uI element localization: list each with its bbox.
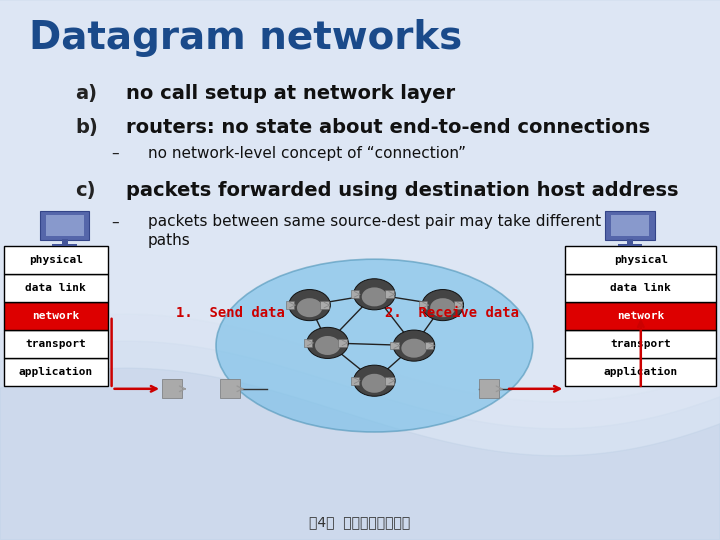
Bar xyxy=(479,379,499,398)
Bar xyxy=(53,244,77,246)
Circle shape xyxy=(354,279,395,310)
Text: –: – xyxy=(112,214,120,230)
Bar xyxy=(611,215,649,236)
Bar xyxy=(61,239,68,245)
Circle shape xyxy=(315,336,341,355)
Bar xyxy=(385,377,394,384)
Bar xyxy=(618,244,642,246)
Circle shape xyxy=(307,327,348,359)
Bar xyxy=(351,291,359,298)
Text: network: network xyxy=(32,311,79,321)
Text: Datagram networks: Datagram networks xyxy=(29,19,462,57)
Text: no network-level concept of “connection”: no network-level concept of “connection” xyxy=(148,146,466,161)
Text: packets forwarded using destination host address: packets forwarded using destination host… xyxy=(126,181,678,200)
Text: data link: data link xyxy=(25,283,86,293)
Circle shape xyxy=(289,289,330,321)
Bar xyxy=(4,274,108,302)
Bar xyxy=(4,302,108,330)
Circle shape xyxy=(393,330,435,361)
Circle shape xyxy=(430,298,456,317)
Text: physical: physical xyxy=(29,255,83,265)
Circle shape xyxy=(354,365,395,396)
Bar xyxy=(419,301,428,309)
Bar xyxy=(606,211,654,240)
Text: c): c) xyxy=(76,181,96,200)
Text: transport: transport xyxy=(25,339,86,349)
Text: physical: physical xyxy=(613,255,668,265)
Bar xyxy=(4,330,108,358)
Text: application: application xyxy=(603,367,678,377)
Bar xyxy=(390,342,399,349)
Text: 第4章  网络互联与广域网: 第4章 网络互联与广域网 xyxy=(310,515,410,529)
Circle shape xyxy=(401,339,427,357)
Bar xyxy=(4,358,108,386)
Text: no call setup at network layer: no call setup at network layer xyxy=(126,84,455,103)
Bar xyxy=(4,246,108,274)
Text: –: – xyxy=(112,146,120,161)
Text: network: network xyxy=(617,311,665,321)
Bar xyxy=(565,330,716,358)
Text: data link: data link xyxy=(611,283,671,293)
Bar xyxy=(626,239,634,245)
Circle shape xyxy=(297,298,323,317)
Bar xyxy=(45,215,84,236)
Ellipse shape xyxy=(216,259,533,432)
Text: transport: transport xyxy=(611,339,671,349)
Bar xyxy=(565,302,716,330)
Text: routers: no state about end-to-end connections: routers: no state about end-to-end conne… xyxy=(126,118,650,137)
Bar xyxy=(351,377,359,384)
Bar xyxy=(40,211,89,240)
Bar xyxy=(220,379,240,398)
Bar xyxy=(565,246,716,274)
Bar xyxy=(565,274,716,302)
Text: b): b) xyxy=(76,118,99,137)
Text: application: application xyxy=(19,367,93,377)
Bar xyxy=(286,301,294,309)
Bar xyxy=(425,342,433,349)
Circle shape xyxy=(361,374,387,393)
Text: 2.  Receive data: 2. Receive data xyxy=(385,306,519,320)
Text: a): a) xyxy=(76,84,98,103)
Circle shape xyxy=(361,287,387,306)
Bar xyxy=(320,301,329,309)
Circle shape xyxy=(422,289,464,321)
Bar xyxy=(454,301,462,309)
Bar xyxy=(304,339,312,347)
Bar xyxy=(385,291,394,298)
Bar xyxy=(338,339,347,347)
Bar xyxy=(565,358,716,386)
Bar xyxy=(162,379,182,398)
Text: packets between same source-dest pair may take different: packets between same source-dest pair ma… xyxy=(148,214,600,230)
Text: paths: paths xyxy=(148,233,190,248)
Text: 1.  Send data: 1. Send data xyxy=(176,306,285,320)
